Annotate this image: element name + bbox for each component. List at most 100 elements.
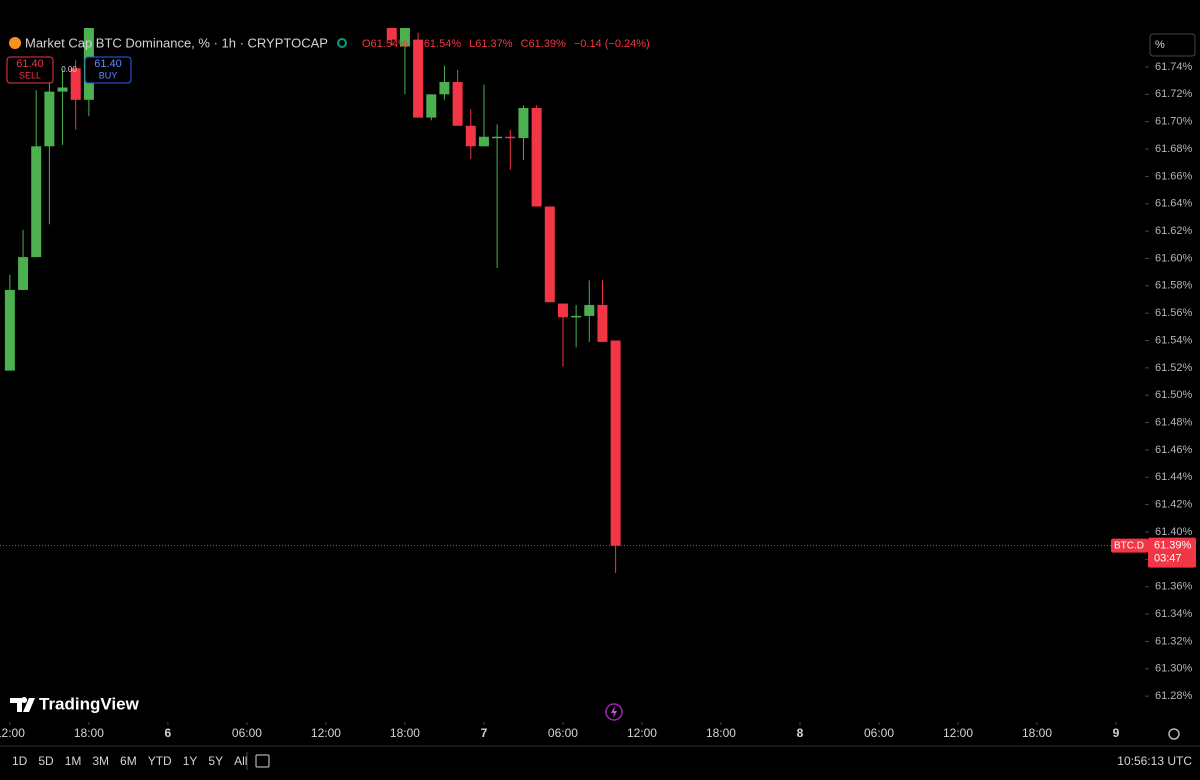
x-tick-label: 8 [797, 726, 804, 740]
chart-title: Market Cap BTC Dominance, % · 1h · CRYPT… [25, 35, 328, 50]
scale-mode[interactable]: % [1155, 39, 1165, 51]
ohlc-value: C61.39% [521, 38, 566, 50]
y-tick-label: 61.58% [1155, 280, 1193, 292]
range-button[interactable]: 5D [38, 754, 54, 768]
candle-body [584, 304, 595, 316]
buy-label[interactable]: BUY [99, 70, 118, 80]
scale-mode-box[interactable] [1149, 33, 1196, 57]
x-tick-label: 06:00 [548, 726, 578, 740]
candle-body [531, 108, 542, 207]
x-tick-label: 12:00 [0, 726, 25, 740]
candle-body [399, 28, 410, 47]
y-tick-label: 61.52% [1155, 362, 1193, 374]
candle-body [505, 136, 516, 139]
range-button[interactable]: 3M [92, 754, 109, 768]
range-button[interactable]: 5Y [208, 754, 223, 768]
candle-body [4, 289, 15, 371]
x-tick-label: 18:00 [74, 726, 104, 740]
y-tick-label: 61.62% [1155, 225, 1193, 237]
candle-body [386, 28, 397, 40]
ohlc-value: O61.54% [362, 38, 408, 50]
settings-icon[interactable] [1168, 728, 1180, 740]
candle-body [571, 315, 582, 318]
symbol-tag-bg [1111, 538, 1148, 553]
candle-body [426, 94, 437, 118]
x-tick-label: 6 [165, 726, 172, 740]
price-tag: 61.39% [1154, 540, 1192, 552]
x-tick-label: 12:00 [311, 726, 341, 740]
y-tick-label: 61.64% [1155, 198, 1193, 210]
event-icon[interactable] [605, 703, 623, 721]
x-tick-label: 9 [1113, 726, 1120, 740]
y-tick-label: 61.56% [1155, 307, 1193, 319]
y-tick-label: 61.30% [1155, 663, 1193, 675]
coin-icon [9, 37, 21, 49]
brand: TradingView [39, 694, 140, 713]
candle-body [413, 39, 424, 118]
candle-body [31, 146, 42, 258]
date-range-icon[interactable] [255, 754, 270, 768]
range-button[interactable]: 1M [65, 754, 82, 768]
candle-body [478, 136, 489, 147]
x-tick-label: 12:00 [943, 726, 973, 740]
spread: 0.00 [61, 65, 77, 74]
brand-logo [10, 697, 35, 712]
symbol-tag: BTC.D [1114, 540, 1144, 551]
y-tick-label: 61.66% [1155, 170, 1193, 182]
y-tick-label: 61.42% [1155, 499, 1193, 511]
candle-body [557, 303, 568, 318]
ohlc-value: L61.37% [469, 38, 513, 50]
candle-body [70, 68, 81, 100]
candle-body [44, 91, 55, 147]
y-tick-label: 61.34% [1155, 608, 1193, 620]
plot-area [4, 28, 621, 574]
range-button[interactable]: 6M [120, 754, 137, 768]
x-tick-label: 18:00 [1022, 726, 1052, 740]
y-tick-label: 61.36% [1155, 581, 1193, 593]
x-tick-label: 12:00 [627, 726, 657, 740]
sell-button[interactable] [6, 56, 54, 84]
x-tick-label: 06:00 [864, 726, 894, 740]
candle-body [452, 82, 463, 126]
y-tick-label: 61.68% [1155, 143, 1193, 155]
ohlc-value: H61.54% [416, 38, 461, 50]
candle-body [492, 136, 503, 139]
range-bar: 1D 5D 1M 3M 6M YTD 1Y 5Y All [12, 754, 247, 768]
candle-body [610, 340, 621, 546]
ohlc-header: O61.54% H61.54% L61.37% C61.39% −0.14 (−0.24… [362, 38, 650, 50]
ohlc-value: −0.14 (−0.24%) [574, 38, 650, 50]
y-tick-label: 61.48% [1155, 416, 1193, 428]
x-tick-label: 7 [481, 726, 488, 740]
candle-body [465, 125, 476, 147]
range-button[interactable]: 1Y [183, 754, 198, 768]
x-tick-label: 18:00 [390, 726, 420, 740]
buy-button[interactable] [84, 56, 132, 84]
range-button[interactable]: 1D [12, 754, 28, 768]
y-tick-label: 61.40% [1155, 526, 1193, 538]
y-tick-label: 61.54% [1155, 334, 1193, 346]
candle-body [57, 87, 68, 92]
price-tag-bg [1148, 537, 1196, 568]
y-tick-label: 61.72% [1155, 88, 1193, 100]
countdown: 03:47 [1154, 553, 1182, 565]
range-button[interactable]: All [234, 754, 247, 768]
y-tick-label: 61.50% [1155, 389, 1193, 401]
sell-price[interactable]: 61.40 [16, 58, 44, 70]
range-button[interactable]: YTD [148, 754, 172, 768]
y-tick-label: 61.44% [1155, 471, 1193, 483]
x-tick-label: 18:00 [706, 726, 736, 740]
candle-body [18, 257, 29, 290]
status-dot [337, 38, 347, 48]
y-tick-label: 61.60% [1155, 252, 1193, 264]
buy-price[interactable]: 61.40 [94, 58, 122, 70]
candle-body [439, 82, 450, 95]
sell-label[interactable]: SELL [19, 70, 41, 80]
candle-body [597, 304, 608, 342]
y-tick-label: 61.46% [1155, 444, 1193, 456]
y-tick-label: 61.32% [1155, 635, 1193, 647]
event-bolt [611, 706, 617, 718]
candle-body [518, 108, 529, 139]
